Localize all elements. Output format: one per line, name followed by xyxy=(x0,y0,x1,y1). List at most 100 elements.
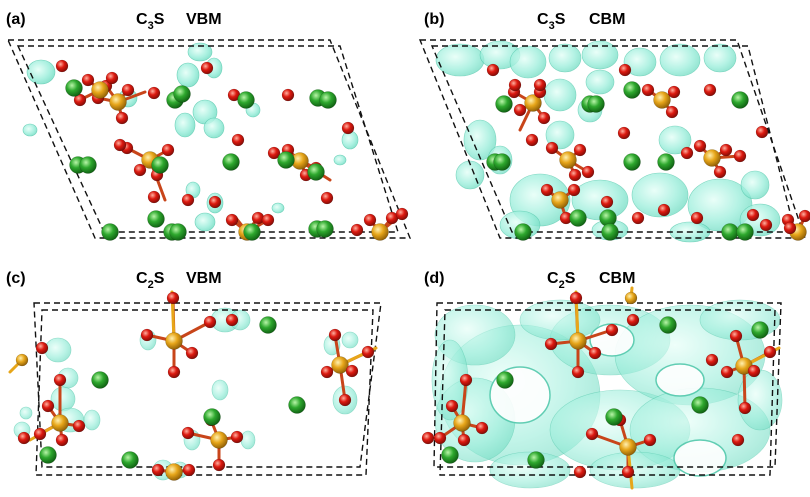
calcium-atom xyxy=(493,153,511,171)
oxygen-atom xyxy=(55,59,69,73)
panel-d-band: CBM xyxy=(599,270,635,287)
calcium-atom xyxy=(147,210,165,228)
calcium-atom xyxy=(307,163,325,181)
oxygen-atom xyxy=(121,83,135,97)
unit-cell-outline xyxy=(35,309,374,476)
oxygen-atom xyxy=(181,193,195,207)
charge-isosurface xyxy=(341,331,359,349)
charge-density-isosurfaces xyxy=(13,40,783,489)
oxygen-atom xyxy=(81,73,95,87)
silicon-atom xyxy=(91,81,109,99)
charge-isosurface xyxy=(211,379,229,401)
calcium-atom xyxy=(736,223,754,241)
panel-c-compound: C2S xyxy=(136,270,165,291)
panel-a-compound: C3S xyxy=(136,11,165,32)
oxygen-atom xyxy=(445,399,459,413)
silicon-atom xyxy=(331,356,349,374)
charge-isosurface xyxy=(581,40,619,70)
oxygen-atom xyxy=(573,143,587,157)
atoms xyxy=(15,59,810,481)
oxygen-atom xyxy=(783,221,797,235)
calcium-atom xyxy=(514,223,532,241)
charge-isosurface xyxy=(509,45,547,79)
charge-isosurface xyxy=(659,43,701,77)
charge-isosurface xyxy=(737,369,783,431)
silicon-atom xyxy=(569,332,587,350)
charge-isosurface xyxy=(333,154,347,166)
charge-isosurface xyxy=(703,43,737,73)
unit-cell-outline xyxy=(430,45,796,233)
charge-isosurface xyxy=(548,43,582,73)
silicon-atom xyxy=(109,93,127,111)
oxygen-atom xyxy=(705,353,719,367)
oxygen-atom xyxy=(581,165,595,179)
isosurface-cavity xyxy=(655,363,705,397)
oxygen-atom xyxy=(41,399,55,413)
oxygen-atom xyxy=(475,421,489,435)
oxygen-atom xyxy=(281,88,295,102)
oxygen-atom xyxy=(618,63,632,77)
silicon-atom xyxy=(15,353,29,367)
oxygen-atom xyxy=(35,341,49,355)
calcium-atom xyxy=(319,91,337,109)
calcium-atom xyxy=(316,220,334,238)
oxygen-atom xyxy=(571,365,585,379)
oxygen-atom xyxy=(328,328,342,342)
oxygen-atom xyxy=(147,190,161,204)
oxygen-atom xyxy=(733,149,747,163)
oxygen-atom xyxy=(617,126,631,140)
calcium-atom xyxy=(79,156,97,174)
panel-b-letter: (b) xyxy=(424,11,444,28)
panel-b-compound: C3S xyxy=(537,11,566,32)
oxygen-atom xyxy=(151,463,165,477)
unit-cell-outline xyxy=(6,39,412,239)
oxygen-atom xyxy=(719,143,733,157)
charge-isosurface xyxy=(519,299,601,341)
charge-isosurface xyxy=(240,430,256,450)
calcium-atom xyxy=(605,408,623,426)
oxygen-atom xyxy=(626,313,640,327)
oxygen-atom xyxy=(261,213,275,227)
oxygen-atom xyxy=(457,433,471,447)
oxygen-atom xyxy=(513,103,527,117)
charge-isosurface xyxy=(203,117,225,139)
charge-isosurface xyxy=(271,202,285,214)
calcium-atom xyxy=(277,151,295,169)
silicon-atom xyxy=(165,463,183,481)
oxygen-atom xyxy=(338,393,352,407)
oxygen-atom xyxy=(72,419,86,433)
charge-isosurface xyxy=(176,62,200,88)
oxygen-atom xyxy=(665,105,679,119)
oxygen-atom xyxy=(680,146,694,160)
charge-isosurface xyxy=(26,59,56,85)
oxygen-atom xyxy=(225,313,239,327)
panel-a-letter: (a) xyxy=(6,11,26,28)
silicon-atom xyxy=(653,91,671,109)
panel-d-letter: (d) xyxy=(424,270,444,287)
silicon-atom xyxy=(559,151,577,169)
oxygen-atom xyxy=(341,121,355,135)
calcium-atom xyxy=(569,209,587,227)
oxygen-atom xyxy=(225,213,239,227)
oxygen-atom xyxy=(693,139,707,153)
oxygen-atom xyxy=(320,365,334,379)
panel-d-label: (d) C2S CBM xyxy=(424,270,635,291)
charge-isosurface xyxy=(543,78,577,112)
oxygen-atom xyxy=(731,433,745,447)
calcium-atom xyxy=(203,408,221,426)
oxygen-atom xyxy=(166,291,180,305)
oxygen-atom xyxy=(798,209,810,223)
charge-isosurface xyxy=(174,112,196,138)
oxygen-atom xyxy=(533,78,547,92)
oxygen-atom xyxy=(486,63,500,77)
calcium-atom xyxy=(601,223,619,241)
oxygen-atom xyxy=(544,337,558,351)
oxygen-atom xyxy=(147,86,161,100)
oxygen-atom xyxy=(363,213,377,227)
oxygen-atom xyxy=(113,138,127,152)
oxygen-atom xyxy=(361,345,375,359)
oxygen-atom xyxy=(643,433,657,447)
oxygen-atom xyxy=(746,208,760,222)
oxygen-atom xyxy=(181,426,195,440)
panel-b-band: CBM xyxy=(589,11,625,28)
